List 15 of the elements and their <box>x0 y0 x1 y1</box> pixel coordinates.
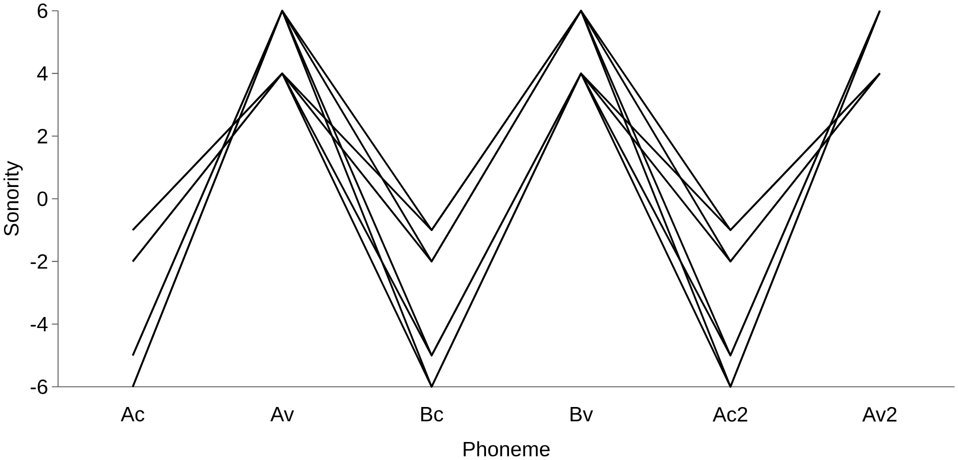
x-tick-label: Bc <box>421 407 444 422</box>
x-tick-label: Av <box>270 407 294 422</box>
x-axis-title: Phoneme <box>464 441 550 456</box>
y-tick-label: 6 <box>38 4 48 18</box>
x-tick-label: Av2 <box>862 407 896 422</box>
x-tick-label: Bv <box>570 407 594 422</box>
y-tick-label: 2 <box>38 128 48 144</box>
x-tick-label: Ac <box>120 407 144 422</box>
y-tick-label: 4 <box>37 66 48 81</box>
y-tick-label: -4 <box>30 317 48 332</box>
y-axis-title: Sonority <box>3 160 23 236</box>
y-tick-label: -6 <box>30 380 48 394</box>
x-tick-label: Ac2 <box>712 407 748 422</box>
y-tick-label: -2 <box>30 254 48 269</box>
y-tick-label: 0 <box>38 192 48 206</box>
